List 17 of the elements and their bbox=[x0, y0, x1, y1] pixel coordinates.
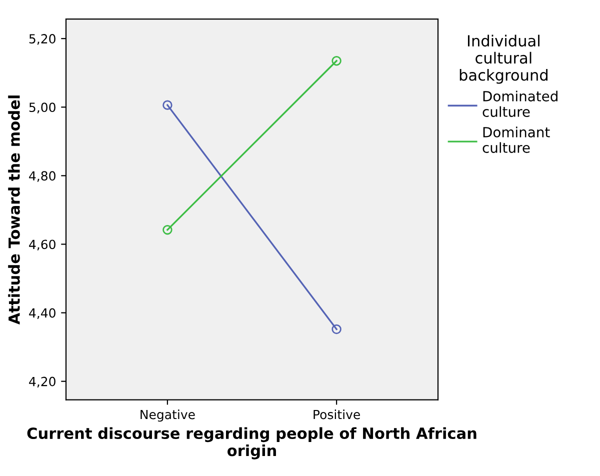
y-tick-label: 4,60 bbox=[29, 240, 56, 250]
point bbox=[332, 324, 342, 334]
legend-label: Dominant culture bbox=[482, 126, 550, 153]
legend-label: Dominated culture bbox=[482, 90, 558, 118]
y-tick-label: 4,20 bbox=[29, 376, 56, 388]
x-tick-label: Negative bbox=[140, 410, 195, 422]
x-tick-label: Positive bbox=[314, 410, 360, 420]
x-axis-title: Current discourse regarding people of North African origin bbox=[27, 427, 476, 460]
y-tick-label: 5,20 bbox=[29, 34, 56, 45]
y-tick-label: 5,00 bbox=[29, 102, 56, 114]
y-tick-label: 4,40 bbox=[29, 308, 56, 319]
point bbox=[162, 100, 172, 110]
point bbox=[332, 56, 342, 66]
legend-title: Individual cultural background bbox=[460, 34, 548, 84]
y-axis-title: Attitude Toward the model bbox=[8, 96, 20, 325]
y-tick-label: 4,80 bbox=[29, 171, 56, 182]
point bbox=[162, 224, 172, 235]
